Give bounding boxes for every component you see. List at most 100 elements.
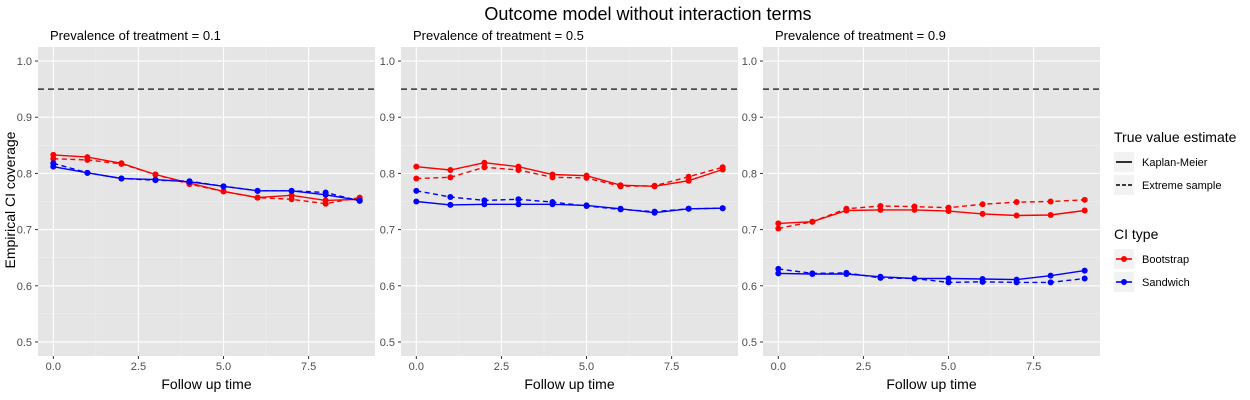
panel-3: Prevalence of treatment = 0.9 0.5 0.6 0.7 0.… [742, 28, 1100, 392]
data-point [911, 275, 918, 282]
panels: Prevalence of treatment = 0.1 0.5 0.6 0.7 0.… [17, 28, 1100, 392]
y-tick-label: 0.6 [742, 281, 757, 293]
x-tick-label: 2.5 [494, 361, 509, 373]
legend-swatch-point [1121, 256, 1127, 262]
data-point [515, 201, 522, 208]
data-point [877, 274, 884, 281]
data-point [1013, 212, 1020, 219]
y-tick-label: 1.0 [742, 56, 757, 68]
y-tick-label: 0.8 [17, 168, 32, 180]
legend: True value estimate Kaplan-Meier Extreme s… [1114, 129, 1237, 292]
data-point [254, 194, 261, 201]
data-point [322, 189, 329, 196]
data-point [220, 188, 227, 195]
data-point [413, 198, 420, 205]
y-tick-label: 0.8 [380, 168, 395, 180]
x-tick-label: 0.0 [46, 361, 61, 373]
data-point [413, 187, 420, 194]
data-point [118, 175, 125, 182]
panel-title: Prevalence of treatment = 0.1 [50, 28, 221, 43]
panel-2: Prevalence of treatment = 0.5 0.5 0.6 0.7 0.… [380, 28, 738, 392]
data-point [877, 202, 884, 209]
panel-1: Prevalence of treatment = 0.1 0.5 0.6 0.7 0.… [17, 28, 375, 392]
data-point [1081, 196, 1088, 203]
data-point [809, 270, 816, 277]
y-tick-label: 0.6 [17, 281, 32, 293]
data-point [979, 278, 986, 285]
data-point [1013, 199, 1020, 206]
data-point [322, 200, 329, 207]
data-point [775, 265, 782, 272]
data-point [1047, 198, 1054, 205]
y-axis-title: Empirical CI coverage [2, 131, 18, 268]
chart-title: Outcome model without interaction terms [484, 4, 811, 24]
data-point [1047, 279, 1054, 286]
data-point [843, 269, 850, 276]
y-tick-label: 0.5 [17, 337, 32, 349]
x-axis-title: Follow up time [524, 376, 614, 392]
y-tick-label: 0.5 [380, 337, 395, 349]
data-point [945, 204, 952, 211]
data-point [549, 199, 556, 206]
data-point [84, 156, 91, 163]
data-point [651, 182, 658, 189]
series-line-sandwich-extreme-sample [778, 268, 1085, 284]
data-point [1081, 267, 1088, 274]
data-point [413, 175, 420, 182]
x-axis-title: Follow up time [886, 376, 976, 392]
data-point [447, 174, 454, 181]
legend-swatch-point [1121, 279, 1127, 285]
legend-label: Extreme sample [1142, 180, 1221, 192]
data-point [1081, 275, 1088, 282]
data-point [152, 177, 159, 184]
data-point [84, 169, 91, 176]
panel-title: Prevalence of treatment = 0.5 [413, 28, 584, 43]
y-tick-label: 0.7 [380, 225, 395, 237]
data-point [1047, 272, 1054, 279]
series-line-sandwich-extreme-sample [53, 162, 360, 202]
y-tick-label: 0.8 [742, 168, 757, 180]
series-line-bootstrap-extreme-sample [53, 158, 360, 205]
y-tick-label: 0.9 [17, 112, 32, 124]
data-point [809, 218, 816, 225]
x-tick-label: 7.5 [664, 361, 679, 373]
data-point [50, 155, 57, 162]
data-point [413, 163, 420, 170]
data-point [843, 205, 850, 212]
series-line-bootstrap-kaplan-meier [778, 209, 1085, 225]
y-tick-label: 0.7 [17, 225, 32, 237]
x-tick-label: 0.0 [771, 361, 786, 373]
x-axis-title: Follow up time [161, 376, 251, 392]
series-line-sandwich-kaplan-meier [778, 269, 1085, 281]
x-tick-label: 7.5 [1026, 361, 1041, 373]
x-tick-label: 5.0 [941, 361, 956, 373]
data-point [118, 160, 125, 167]
x-tick-label: 5.0 [579, 361, 594, 373]
data-point [617, 206, 624, 213]
series-line-bootstrap-kaplan-meier [416, 161, 723, 188]
data-point [583, 202, 590, 209]
data-point [447, 201, 454, 208]
data-point [481, 197, 488, 204]
y-tick-label: 1.0 [380, 56, 395, 68]
data-point [583, 174, 590, 181]
y-tick-label: 0.6 [380, 281, 395, 293]
series-line-bootstrap-extreme-sample [778, 199, 1085, 230]
data-point [254, 187, 261, 194]
data-point [481, 159, 488, 166]
data-point [549, 174, 556, 181]
legend-label: Bootstrap [1142, 254, 1189, 266]
data-point [1013, 279, 1020, 286]
series-line-bootstrap-extreme-sample [416, 166, 723, 188]
data-point [447, 167, 454, 174]
series-line-sandwich-extreme-sample [416, 190, 723, 213]
data-point [220, 183, 227, 190]
data-point [1081, 207, 1088, 214]
data-point [979, 210, 986, 217]
data-point [515, 196, 522, 203]
x-tick-label: 0.0 [409, 361, 424, 373]
data-point [515, 167, 522, 174]
x-tick-label: 5.0 [216, 361, 231, 373]
y-tick-label: 0.5 [742, 337, 757, 349]
data-point [288, 196, 295, 203]
